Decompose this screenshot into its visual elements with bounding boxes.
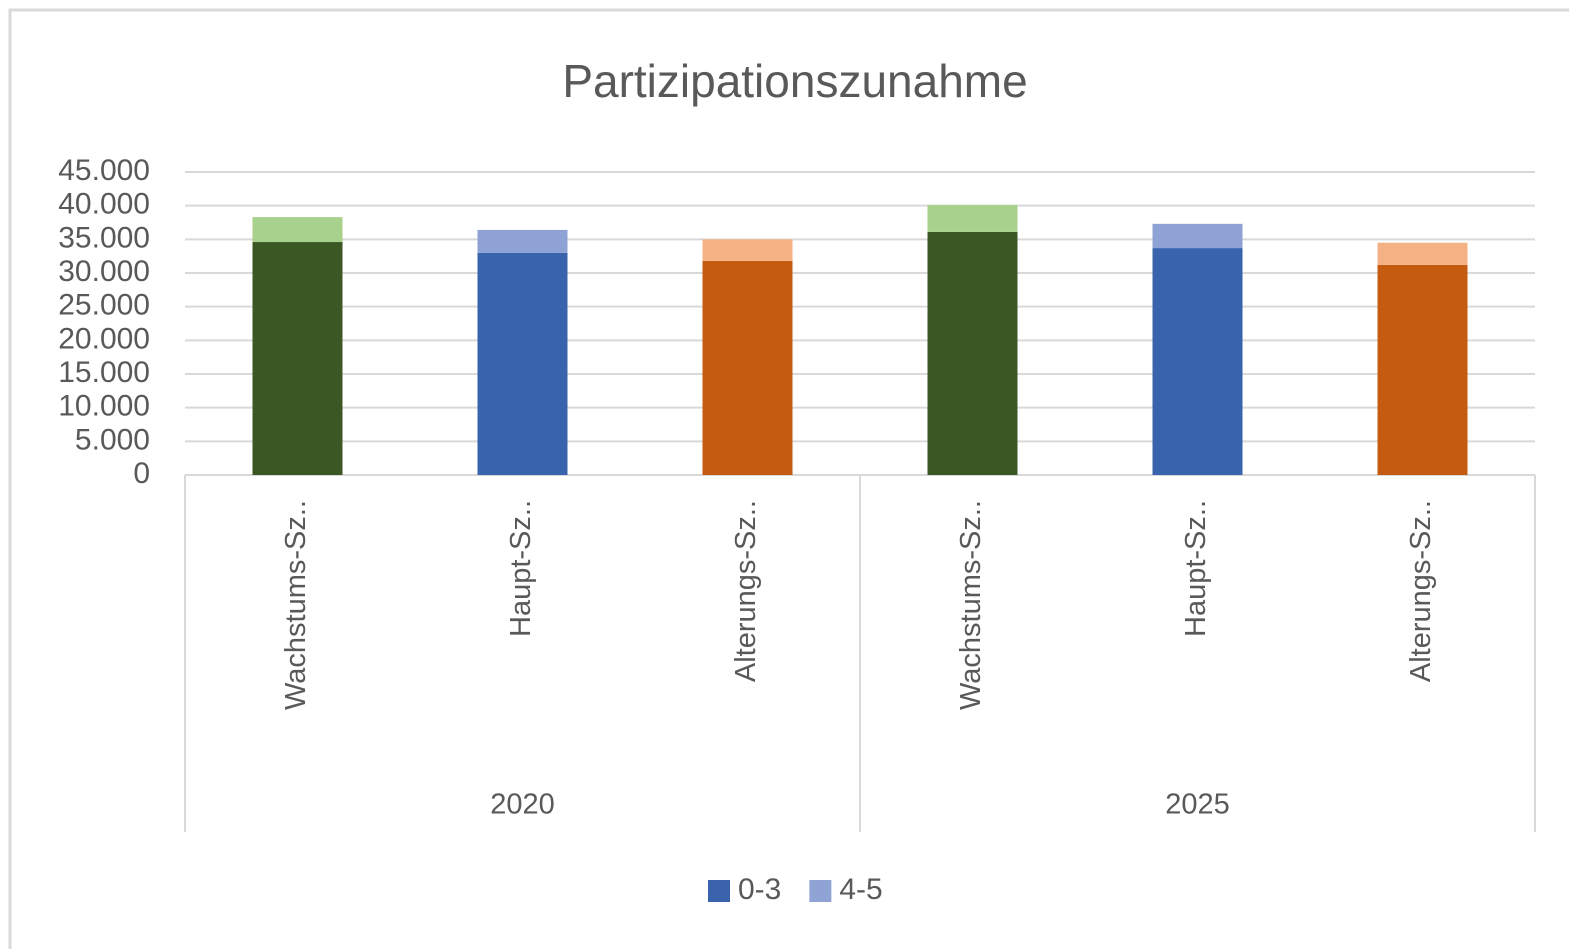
x-tick-label: Wachstums-Sz..	[280, 500, 312, 710]
x-tick-label: Haupt-Sz..	[505, 500, 537, 637]
chart-title: Partizipationszunahme	[562, 55, 1027, 107]
x-tick-label: Wachstums-Sz..	[955, 500, 987, 710]
chart-frame	[8, 8, 1569, 949]
bar-segment	[927, 204, 1018, 232]
bar-segment	[702, 239, 793, 261]
y-tick-label: 45.000	[58, 154, 150, 187]
bar-segment	[702, 260, 793, 475]
y-tick-label: 5.000	[75, 423, 150, 456]
bar-segment	[477, 229, 568, 253]
legend-label: 0-3	[738, 873, 781, 906]
bar-segment	[1377, 242, 1468, 265]
bar-segment	[1152, 223, 1243, 249]
y-tick-label: 10.000	[58, 390, 150, 423]
y-tick-label: 0	[133, 457, 150, 490]
x-tick-label: Alterungs-Sz..	[730, 500, 762, 682]
bar-segment	[927, 231, 1018, 475]
legend-swatch	[708, 880, 730, 902]
x-tick-label: Alterungs-Sz..	[1405, 500, 1437, 682]
group-label: 2020	[490, 789, 555, 821]
legend-swatch	[809, 880, 832, 902]
y-tick-label: 40.000	[58, 188, 150, 221]
y-tick-label: 25.000	[58, 289, 150, 322]
group-label: 2025	[1165, 789, 1230, 821]
bar-segment	[477, 252, 568, 475]
bar-segment	[252, 217, 343, 243]
y-tick-label: 35.000	[58, 221, 150, 254]
y-tick-label: 30.000	[58, 255, 150, 288]
y-tick-label: 20.000	[58, 322, 150, 355]
bar-segment	[252, 242, 343, 475]
bar-segment	[1152, 248, 1243, 475]
bar-segment	[1377, 264, 1468, 475]
legend-label: 4-5	[839, 873, 882, 906]
y-tick-label: 15.000	[58, 356, 150, 389]
x-tick-label: Haupt-Sz..	[1180, 500, 1212, 637]
